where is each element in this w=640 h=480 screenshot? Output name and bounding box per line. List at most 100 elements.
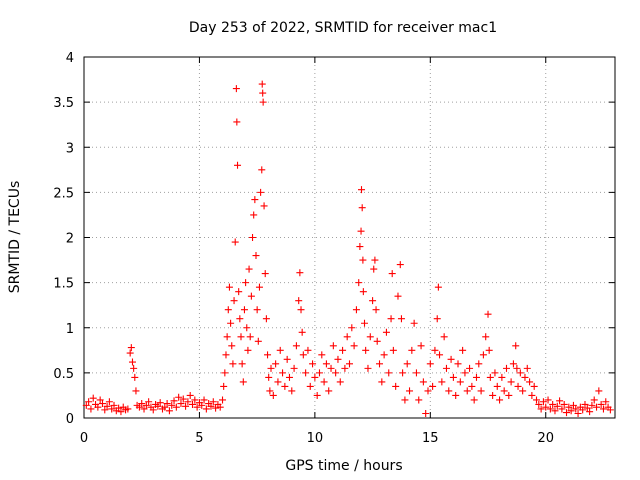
- data-point-marker: [459, 346, 467, 354]
- data-point-marker: [447, 355, 455, 363]
- data-point-marker: [343, 333, 351, 341]
- data-point-marker: [315, 369, 323, 377]
- data-point-marker: [507, 378, 515, 386]
- data-point-marker: [298, 328, 306, 336]
- data-point-marker: [182, 402, 190, 410]
- data-point-marker: [260, 202, 268, 210]
- x-tick-label: 5: [195, 431, 203, 446]
- data-point-marker: [168, 401, 176, 409]
- y-tick-label: 3: [66, 141, 74, 156]
- data-points: [82, 80, 614, 417]
- data-point-marker: [463, 387, 471, 395]
- data-point-marker: [388, 270, 396, 278]
- data-point-marker: [422, 409, 430, 417]
- data-point-marker: [436, 351, 444, 359]
- data-point-marker: [599, 405, 607, 413]
- data-point-marker: [233, 118, 241, 126]
- data-point-marker: [366, 333, 374, 341]
- data-point-marker: [297, 306, 305, 314]
- data-point-marker: [572, 405, 580, 413]
- data-point-marker: [512, 342, 520, 350]
- data-point-marker: [189, 400, 197, 408]
- data-point-marker: [175, 393, 183, 401]
- data-point-marker: [358, 186, 366, 194]
- data-point-marker: [269, 391, 277, 399]
- data-point-marker: [239, 378, 247, 386]
- data-point-marker: [563, 409, 571, 417]
- data-point-marker: [380, 351, 388, 359]
- data-point-marker: [470, 396, 478, 404]
- y-tick-label: 3.5: [53, 96, 74, 111]
- data-point-marker: [433, 315, 441, 323]
- data-point-marker: [124, 405, 132, 413]
- data-point-marker: [94, 403, 102, 411]
- data-point-marker: [202, 405, 210, 413]
- data-point-marker: [419, 378, 427, 386]
- data-point-marker: [299, 351, 307, 359]
- data-point-marker: [154, 402, 162, 410]
- data-point-marker: [359, 256, 367, 264]
- data-point-marker: [356, 243, 364, 251]
- data-point-marker: [509, 360, 517, 368]
- data-point-marker: [514, 382, 522, 390]
- data-point-marker: [560, 400, 568, 408]
- data-point-marker: [274, 378, 282, 386]
- data-point-marker: [145, 398, 153, 406]
- data-point-marker: [445, 387, 453, 395]
- data-point-marker: [371, 256, 379, 264]
- data-point-marker: [85, 398, 93, 406]
- data-point-marker: [142, 401, 150, 409]
- data-point-marker: [403, 360, 411, 368]
- y-tick-label: 1.5: [53, 277, 74, 292]
- data-point-marker: [222, 351, 230, 359]
- data-point-marker: [240, 306, 248, 314]
- data-point-marker: [440, 333, 448, 341]
- data-point-marker: [357, 227, 365, 235]
- data-point-marker: [556, 397, 564, 405]
- data-point-marker: [602, 398, 610, 406]
- data-point-marker: [200, 396, 208, 404]
- data-point-marker: [434, 283, 442, 291]
- data-point-marker: [429, 382, 437, 390]
- data-point-marker: [126, 349, 134, 357]
- data-point-marker: [567, 407, 575, 415]
- data-point-marker: [290, 364, 298, 372]
- y-tick-label: 2: [66, 232, 74, 247]
- data-point-marker: [186, 391, 194, 399]
- data-point-marker: [96, 396, 104, 404]
- data-point-marker: [539, 398, 547, 406]
- data-point-marker: [258, 80, 266, 88]
- data-point-marker: [588, 401, 596, 409]
- data-point-marker: [207, 402, 215, 410]
- data-point-marker: [417, 342, 425, 350]
- data-point-marker: [456, 378, 464, 386]
- data-point-marker: [161, 403, 169, 411]
- data-point-marker: [231, 238, 239, 246]
- y-axis-label: SRMTID / TECUs: [7, 181, 23, 294]
- data-point-marker: [442, 364, 450, 372]
- data-point-marker: [597, 400, 605, 408]
- data-point-marker: [98, 400, 106, 408]
- data-point-marker: [376, 360, 384, 368]
- data-point-marker: [513, 364, 521, 372]
- data-point-marker: [249, 234, 257, 241]
- data-point-marker: [519, 387, 527, 395]
- data-point-marker: [265, 373, 273, 381]
- data-point-marker: [243, 324, 251, 332]
- data-point-marker: [135, 403, 143, 411]
- y-tick-label: 1: [66, 322, 74, 337]
- data-point-marker: [523, 364, 531, 372]
- data-point-marker: [244, 346, 252, 354]
- data-point-marker: [396, 261, 404, 269]
- data-point-marker: [179, 395, 187, 403]
- data-point-marker: [392, 382, 400, 390]
- data-point-marker: [468, 382, 476, 390]
- data-point-marker: [224, 306, 232, 314]
- data-point-marker: [449, 373, 457, 381]
- data-point-marker: [262, 315, 270, 323]
- data-point-marker: [426, 360, 434, 368]
- axis-ticks: 0 0.5 1 1.5 2 2.5 3 3.5 4 0 5 10 15 20: [53, 51, 615, 446]
- data-point-marker: [406, 387, 414, 395]
- data-point-marker: [329, 342, 337, 350]
- data-point-marker: [163, 400, 171, 408]
